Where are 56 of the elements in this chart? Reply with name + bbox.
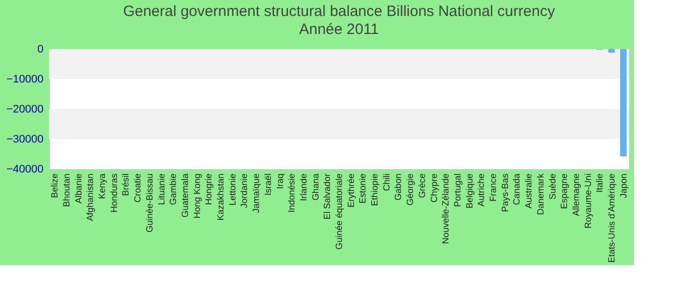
x-tick-label: Canada [512,174,522,206]
y-tick-label: 0 [37,44,44,56]
x-tick-label: Hong Kong [192,174,202,219]
x-tick-label: Japon [618,174,628,198]
y-tick-label: −10000 [6,74,44,86]
x-tick-label: Chypre [428,174,439,203]
x-tick-label: Danemark [535,173,546,216]
x-tick-label: Brésil [120,174,131,196]
x-tick-label: Géorgie [405,174,416,206]
x-tick-label: Estonie [358,174,368,204]
x-tick-label: Israël [262,174,273,196]
x-tick-label: Italie [594,174,605,193]
x-tick-label: Guatemala [180,174,190,218]
x-tick-label: Nouvelle-Zélande [440,174,451,244]
chart-subtitle: Année 2011 [299,21,379,38]
x-tick-label: Royaume-Uni [582,174,593,229]
x-tick-label: Indonésie [286,174,297,213]
x-tick-label: Belgique [464,174,474,209]
x-tick-label: Guinée-Bissau [144,174,154,233]
y-tick-label: −20000 [6,104,44,116]
x-tick-label: Grèce [416,174,427,198]
x-tick-label: Iraq [274,174,285,190]
x-tick-label: Hongrie [204,174,214,206]
x-tick-label: El Salvador [322,174,332,220]
x-tick-label: Lituanie [156,174,166,206]
x-tick-label: Espagne [559,174,570,210]
x-tick-label: Croatie [132,174,143,203]
x-tick-label: Allemagne [570,174,581,216]
x-tick-label: Jamaïque [251,174,262,214]
x-tick-label: Autriche [476,174,486,207]
x-tick-label: Gabon [393,174,404,201]
x-tick-label: Lettonie [227,174,238,206]
x-tick-label: Albanie [73,174,84,204]
x-tick-label: Ghana [310,174,320,201]
x-tick-label: Etats-Unis d'Amérique [606,174,617,263]
x-tick-label: Jordanie [239,174,250,208]
y-tick-label: −30000 [6,134,44,146]
x-tick-label: Erythrée [346,174,356,208]
x-tick-label: Belize [50,174,60,198]
x-tick-label: Afghanistan [85,174,96,222]
x-tick-label: Australie [524,174,534,209]
x-tick-label: Portugal [452,174,462,208]
x-tick-label: Irlande [298,174,308,202]
x-tick-label: Chili [381,174,392,192]
x-tick-label: France [488,174,498,202]
x-tick-label: Guinée équatoriale [334,174,344,250]
x-tick-label: Kazakhstan [216,174,226,221]
chart-title: General government structural balance Billions National currency [123,3,556,20]
x-tick-label: Gambie [168,174,178,206]
x-tick-label: Ethiopie [370,174,380,206]
x-tick-label: Honduras [108,173,119,213]
x-tick-label: Suède [547,174,558,200]
y-tick-label: −40000 [6,164,44,176]
x-tick-label: Kenya [97,174,108,200]
x-tick-label: Pays-Bas [500,173,510,212]
x-tick-label: Bhoutan [61,174,72,208]
